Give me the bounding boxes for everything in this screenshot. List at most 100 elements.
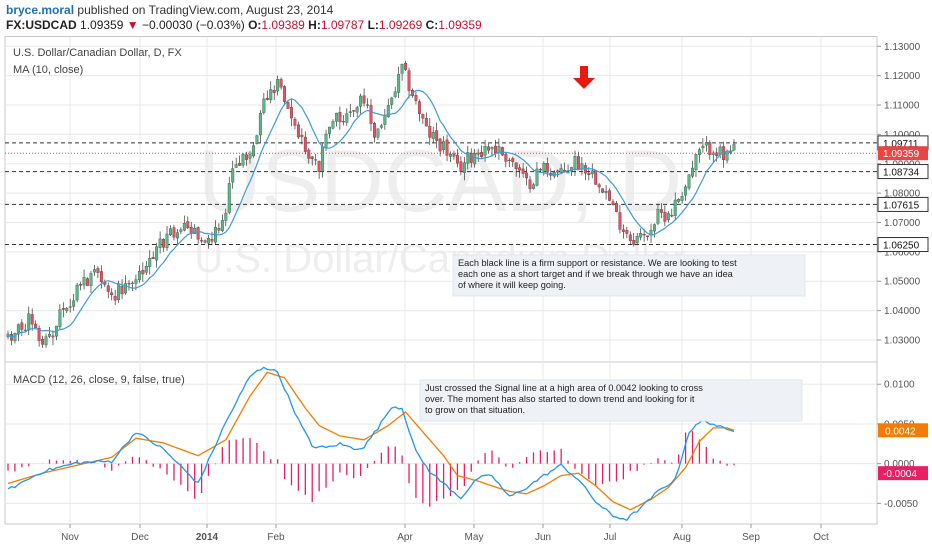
candle-down — [196, 227, 200, 240]
candle-down — [99, 271, 103, 283]
level-label: 1.06250 — [883, 241, 920, 252]
down-arrow-icon — [573, 66, 595, 89]
candle-down — [61, 308, 65, 310]
candle-up — [148, 258, 152, 267]
candle-up — [248, 154, 252, 159]
y-tick-label: 1.13000 — [884, 42, 921, 53]
candle-down — [608, 190, 611, 201]
candle-down — [601, 188, 605, 193]
macd-annotation-box — [419, 379, 803, 422]
candle-up — [341, 120, 345, 123]
candle-down — [120, 285, 124, 295]
macd-y-tick-label: -0.0050 — [884, 499, 918, 510]
macd-y-tick-label: 0.0100 — [884, 380, 915, 391]
candle-down — [435, 130, 439, 141]
candle-down — [113, 296, 117, 301]
candle-up — [241, 154, 245, 166]
candle-up — [639, 233, 643, 238]
candle-down — [583, 165, 587, 174]
symbol-label[interactable]: FX:USDCAD — [6, 18, 77, 32]
candle-down — [521, 168, 525, 174]
candle-up — [227, 183, 231, 213]
candle-up — [16, 324, 20, 335]
candle-up — [269, 89, 273, 101]
x-tick-label: Feb — [267, 532, 285, 543]
y-tick-label: 1.06000 — [884, 247, 921, 258]
candle-up — [687, 174, 691, 189]
candle-up — [155, 246, 159, 261]
candle-up — [383, 115, 387, 125]
candle-down — [186, 221, 190, 229]
candle-down — [86, 278, 89, 286]
support-annotation-line: of where it will keep going. — [458, 280, 566, 290]
candle-down — [286, 101, 290, 109]
candle-down — [628, 234, 632, 241]
candle-down — [621, 229, 625, 232]
candle-up — [732, 144, 736, 151]
candle-up — [386, 105, 390, 118]
candle-down — [362, 95, 366, 104]
candle-up — [542, 163, 546, 172]
candle-down — [445, 139, 449, 156]
candle-down — [424, 118, 428, 127]
candle-down — [459, 161, 463, 172]
candle-down — [41, 338, 45, 345]
support-annotation-line: each one as a short target and if we bre… — [458, 269, 734, 279]
candle-up — [473, 153, 477, 165]
candle-up — [169, 228, 172, 236]
candle-up — [673, 199, 677, 216]
candle-up — [182, 223, 186, 231]
chart-canvas[interactable]: USDCAD, DU.S. Dollar/Canadian Dollar Nov… — [0, 36, 932, 550]
candle-down — [511, 158, 515, 162]
candle-down — [611, 201, 615, 205]
publish-text: published on TradingView.com, August 23,… — [77, 3, 334, 17]
candle-down — [338, 111, 342, 123]
macd-last-box — [878, 423, 928, 438]
candle-up — [704, 142, 708, 146]
high-label: H: — [308, 18, 321, 32]
candle-up — [559, 168, 563, 173]
candle-down — [500, 147, 504, 156]
candle-up — [117, 284, 121, 301]
candle-down — [670, 214, 674, 217]
candle-up — [359, 95, 363, 107]
change-value: −0.00030 (−0.03%) — [141, 18, 245, 32]
candle-down — [106, 285, 110, 292]
macd-pane-title: MACD (12, 26, close, 9, false, true) — [13, 374, 185, 386]
candle-down — [556, 170, 560, 173]
candle-down — [51, 335, 55, 338]
candle-up — [131, 282, 134, 284]
author-link[interactable]: bryce.moral — [6, 3, 75, 17]
candle-up — [376, 128, 380, 138]
candle-down — [438, 138, 442, 152]
candle-down — [172, 227, 176, 238]
hist-last-box — [878, 466, 928, 481]
candle-up — [570, 167, 573, 172]
candle-down — [528, 179, 532, 189]
macd-annotation-line: to grow on that situation. — [425, 405, 525, 415]
candle-up — [220, 220, 224, 231]
change-arrow-icon: ▼ — [126, 18, 139, 32]
candle-down — [37, 327, 41, 341]
quote-line: FX:USDCAD 1.09359 ▼ −0.00030 (−0.03%) O:… — [6, 18, 482, 32]
candle-up — [697, 149, 701, 155]
candle-up — [684, 186, 688, 196]
candle-down — [587, 172, 591, 175]
x-tick-label: Oct — [813, 532, 829, 543]
candle-up — [711, 152, 715, 155]
macd-y-tick-label: 0.0000 — [884, 459, 915, 470]
candle-up — [729, 151, 732, 153]
candle-down — [487, 146, 490, 151]
main-pane-title: U.S. Dollar/Canadian Dollar, D, FX — [13, 47, 182, 59]
candle-up — [48, 334, 51, 337]
candle-down — [480, 152, 484, 158]
candle-up — [355, 107, 359, 113]
candle-up — [207, 238, 210, 244]
candle-up — [483, 146, 487, 156]
candle-down — [545, 163, 549, 173]
x-tick-label: Jun — [535, 532, 551, 543]
x-tick-label: 2014 — [196, 532, 219, 543]
candle-up — [691, 167, 694, 177]
close-value: 1.09359 — [438, 18, 482, 32]
candle-up — [348, 111, 352, 113]
